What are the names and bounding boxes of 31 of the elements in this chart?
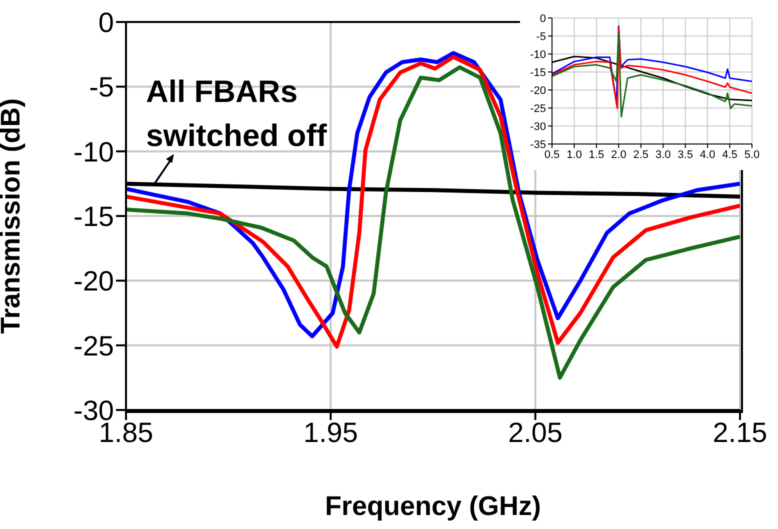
y-tick-label: -10 [74, 136, 114, 168]
x-tick-label: 1.5 [588, 148, 604, 161]
x-tick-label: 1.95 [303, 416, 358, 448]
x-tick-label: 3.5 [678, 148, 693, 161]
y-tick-label: 0 [98, 6, 114, 38]
y-tick-label: -10 [530, 48, 546, 61]
y-tick-label: -25 [74, 330, 114, 362]
x-tick-label: 2.0 [611, 148, 626, 161]
x-tick-label: 0.5 [544, 148, 560, 161]
y-tick-label: -20 [530, 84, 546, 97]
annotation: All FBARs switched off [146, 73, 328, 155]
x-tick-label: 2.05 [508, 416, 563, 448]
line-series [126, 182, 740, 199]
y-axis-title: Transmission (dB) [0, 98, 26, 334]
y-tick-label: 0 [540, 12, 546, 25]
y-tick-label: -15 [530, 66, 546, 79]
y-tick-label: -25 [530, 102, 546, 115]
x-tick-label: 4.0 [700, 148, 716, 161]
x-tick-label: 4.5 [722, 148, 738, 161]
y-tick-label: -35 [530, 138, 546, 151]
x-tick-label: 3.0 [655, 148, 671, 161]
x-tick-label: 1.0 [566, 148, 582, 161]
y-tick-label: -30 [530, 120, 546, 133]
y-tick-label: -5 [89, 72, 114, 103]
x-tick-label: 5.0 [744, 148, 760, 161]
x-tick-label: 2.5 [633, 148, 649, 161]
x-tick-label: 2.15 [712, 416, 768, 448]
y-tick-label: -20 [74, 266, 114, 297]
y-tick-label: -5 [536, 30, 546, 43]
x-axis-title: Frequency (GHz) [324, 491, 542, 521]
y-tick-label: -15 [74, 200, 114, 232]
